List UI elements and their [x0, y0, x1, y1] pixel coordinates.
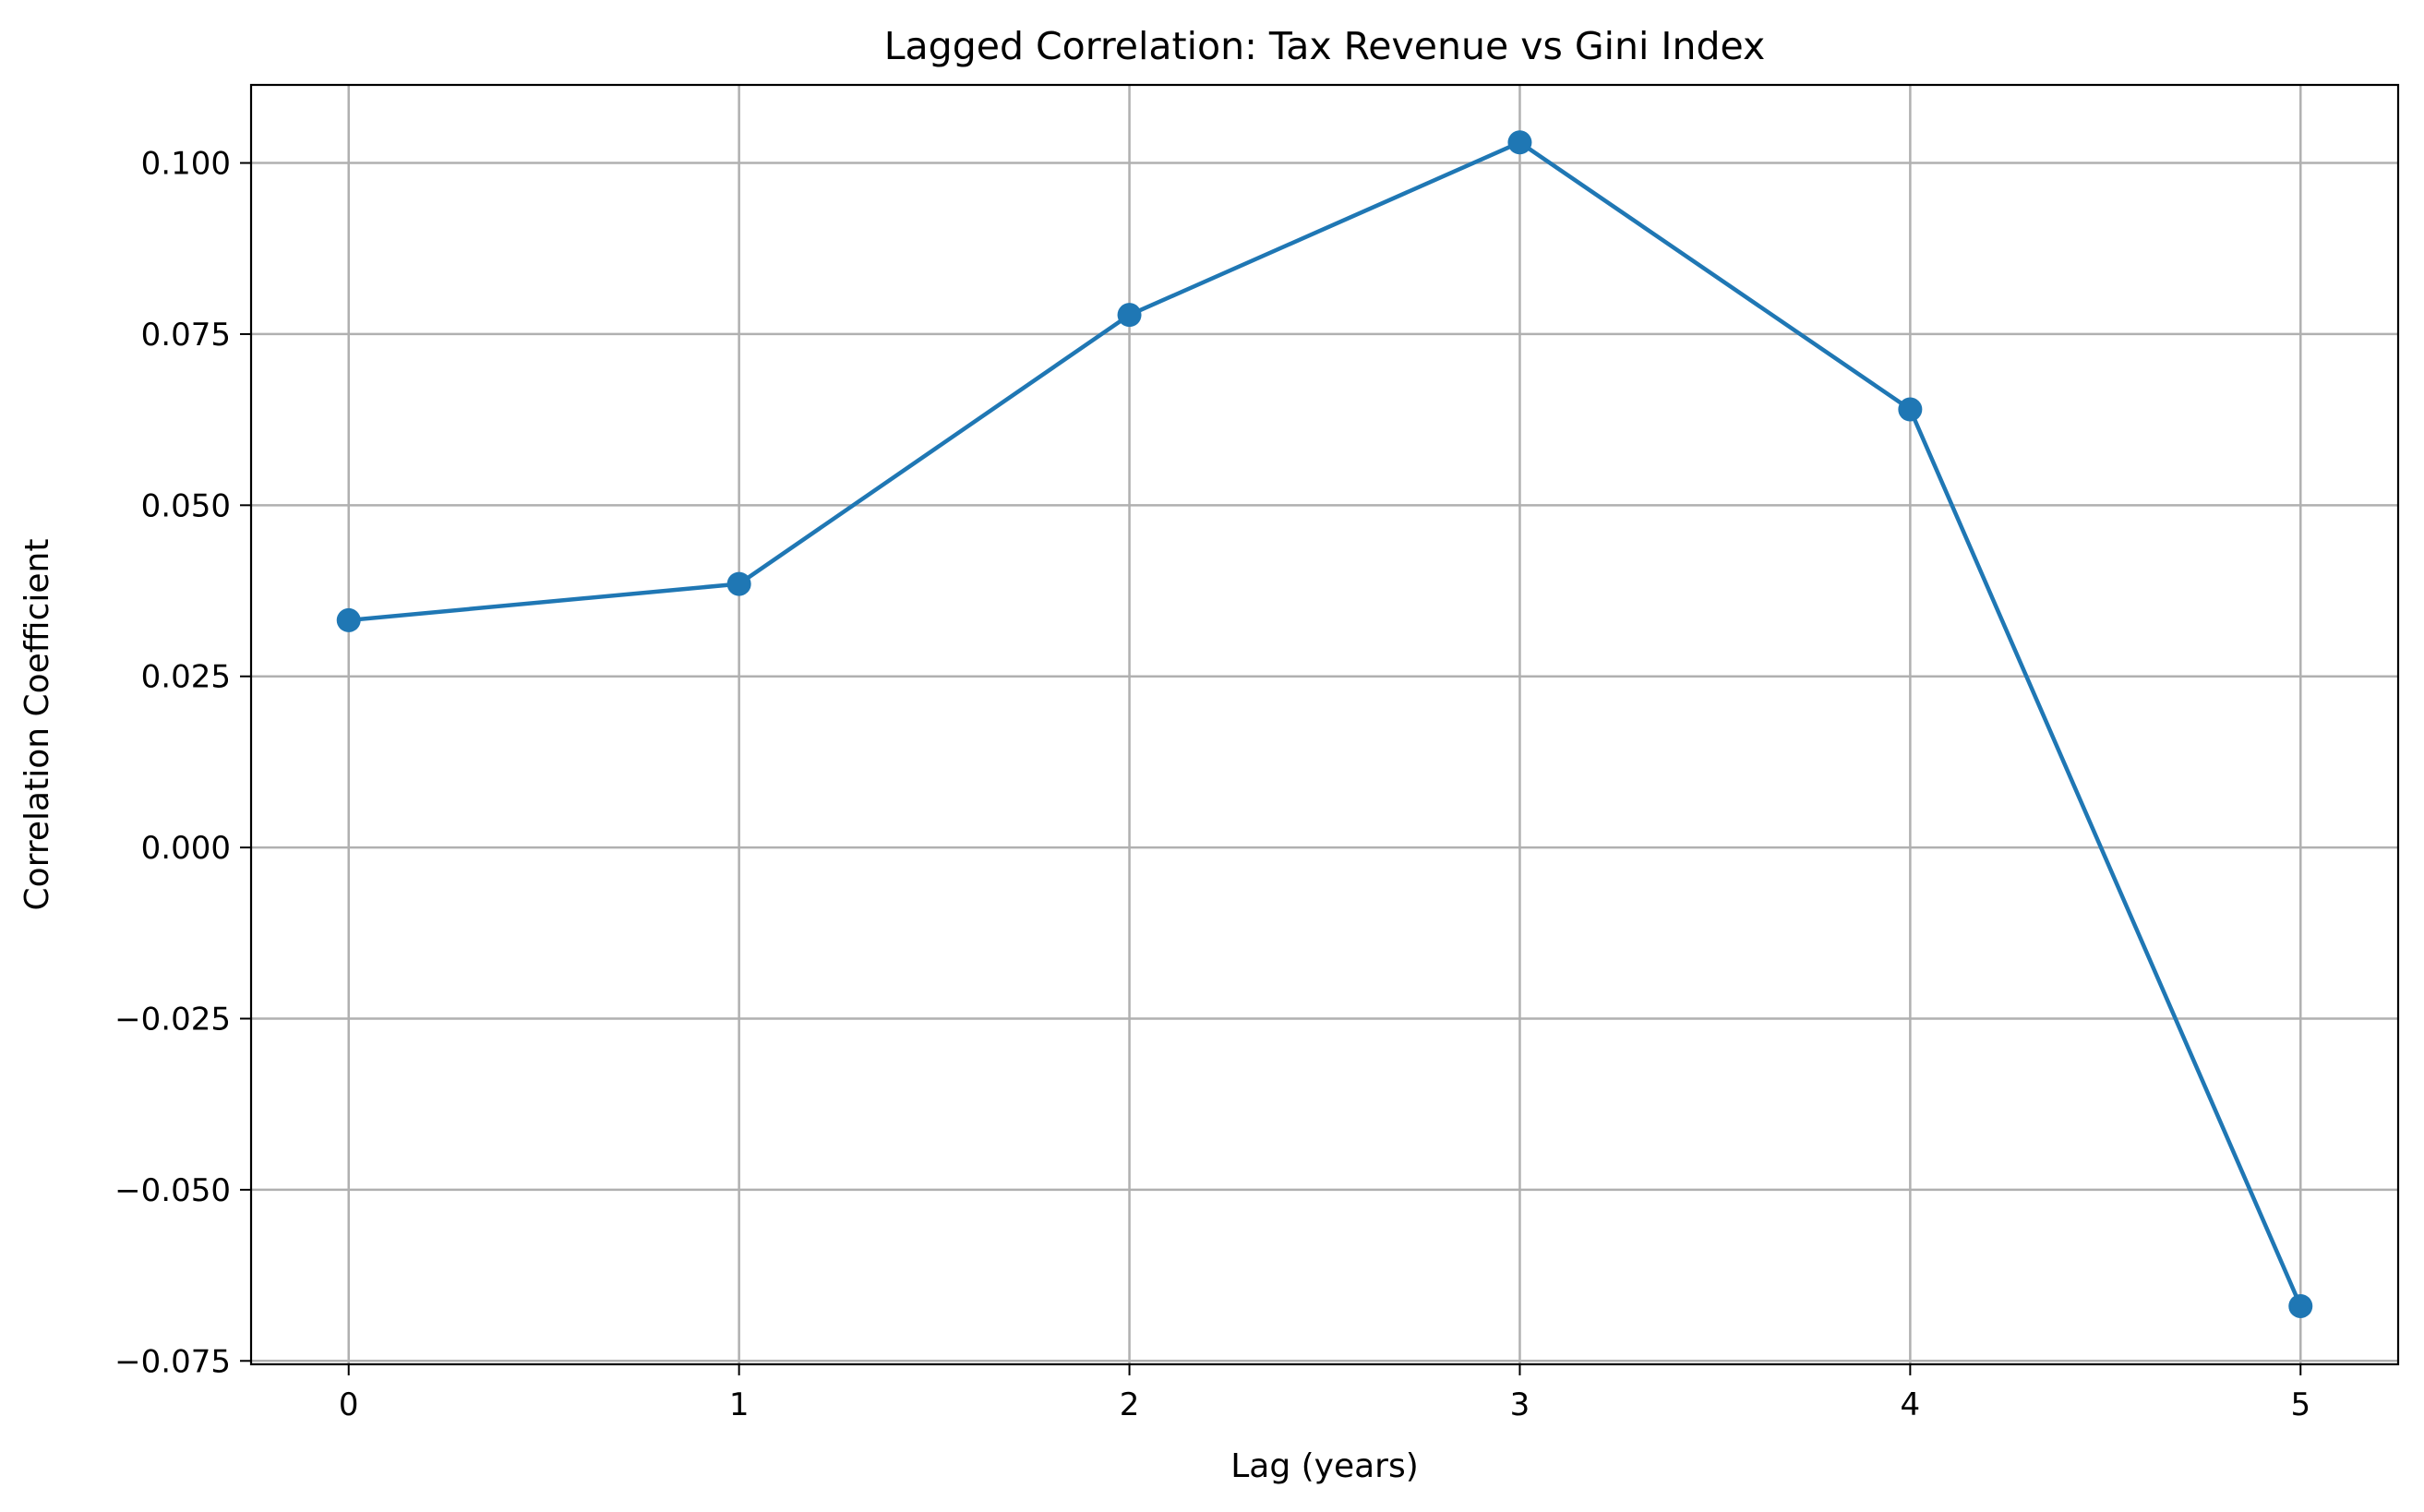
y-tick-label: −0.075 — [114, 1343, 231, 1380]
grid — [251, 85, 2398, 1364]
ticks: 0 1 2 3 4 5 −0.075 −0.050 −0.025 0.000 0.025 0.050 0… — [114, 146, 2310, 1423]
data-point — [1898, 397, 1923, 422]
data-point — [2288, 1293, 2313, 1318]
x-tick-label: 0 — [339, 1386, 359, 1423]
series-layer — [336, 130, 2313, 1318]
x-tick-label: 2 — [1120, 1386, 1140, 1423]
y-tick-label: 0.075 — [141, 317, 231, 354]
series-line — [346, 140, 2303, 1309]
y-tick-label: 0.100 — [141, 146, 231, 183]
data-point — [336, 607, 361, 632]
plot-frame — [249, 83, 2400, 1366]
x-axis-label: Lag (years) — [1230, 1447, 1419, 1485]
x-tick-label: 5 — [2290, 1386, 2310, 1423]
y-tick-label: −0.050 — [114, 1172, 231, 1209]
y-tick-label: 0.000 — [141, 830, 231, 867]
y-tick-label: 0.050 — [141, 487, 231, 524]
x-tick-label: 3 — [1510, 1386, 1530, 1423]
data-point — [1117, 303, 1142, 328]
chart-title: Lagged Correlation: Tax Revenue vs Gini … — [884, 24, 1766, 68]
data-point — [726, 571, 751, 596]
x-tick-label: 1 — [729, 1386, 750, 1423]
x-tick-label: 4 — [1901, 1386, 1921, 1423]
y-axis-label: Correlation Coefficient — [18, 539, 56, 911]
y-tick-label: −0.025 — [114, 1002, 231, 1038]
data-point — [1507, 130, 1532, 155]
y-tick-label: 0.025 — [141, 659, 231, 696]
